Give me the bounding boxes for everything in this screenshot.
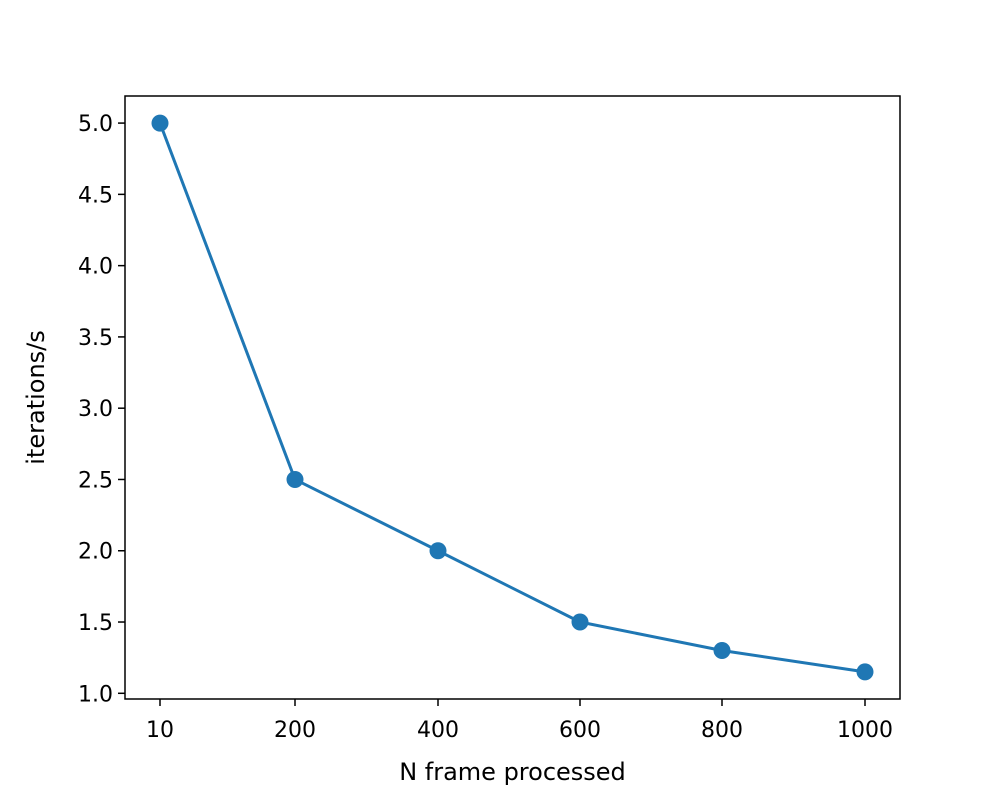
x-tick-label: 400 (417, 718, 459, 743)
data-point (571, 613, 589, 631)
data-point (429, 542, 447, 560)
series-layer (151, 114, 874, 681)
x-tick-label: 1000 (837, 718, 893, 743)
axis-ticks: 1.0 1.5 2.0 2.5 3.0 3.5 4.0 4.5 5.0 10 200 400 600 80… (78, 112, 893, 743)
series-line (158, 121, 867, 674)
plot-frame (124, 95, 901, 700)
y-tick-label: 1.5 (78, 611, 113, 636)
y-tick-label: 3.5 (78, 326, 113, 351)
data-point (286, 470, 304, 488)
y-axis-label: iterations/s (22, 330, 50, 464)
x-axis-label: N frame processed (399, 758, 626, 786)
y-tick-label: 2.0 (78, 540, 113, 565)
y-tick-label: 5.0 (78, 112, 113, 137)
y-tick-label: 4.5 (78, 183, 113, 208)
data-point (713, 642, 731, 660)
y-tick-label: 3.0 (78, 397, 113, 422)
x-tick-label: 10 (146, 718, 174, 743)
x-tick-label: 200 (274, 718, 316, 743)
y-tick-label: 4.0 (78, 255, 113, 280)
x-tick-label: 600 (559, 718, 601, 743)
data-point (856, 663, 874, 681)
x-tick-label: 800 (701, 718, 743, 743)
data-point (151, 114, 169, 132)
y-tick-label: 1.0 (78, 682, 113, 707)
y-tick-label: 2.5 (78, 468, 113, 493)
